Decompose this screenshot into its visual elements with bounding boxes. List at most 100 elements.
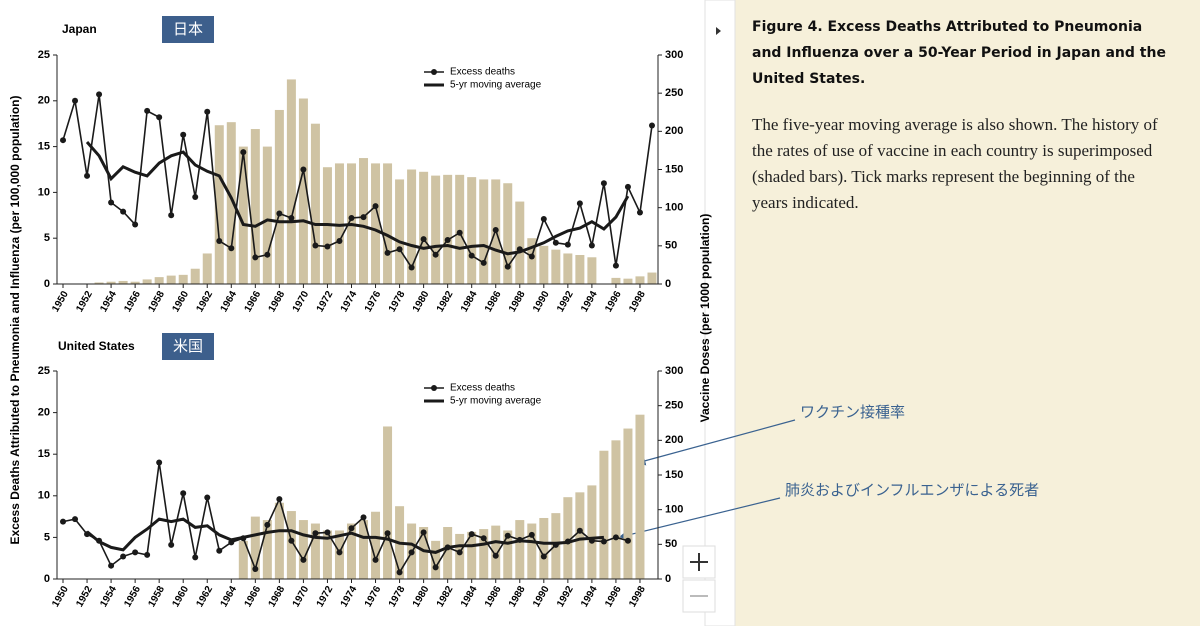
x-tick-label: 1966	[243, 584, 264, 609]
excess-deaths-point	[540, 553, 547, 560]
y-axis-label: Excess Deaths Attributed to Pneumonia an…	[8, 96, 22, 545]
excess-deaths-point	[180, 490, 187, 497]
excess-deaths-point	[60, 518, 67, 525]
vaccine-bar	[202, 253, 212, 284]
x-tick-label: 1996	[603, 289, 624, 314]
toggle-arrow	[716, 27, 721, 35]
y2-tick-label: 50	[665, 240, 677, 252]
x-tick-label: 1994	[579, 584, 600, 609]
vaccine-bar	[587, 257, 597, 284]
y2-tick-label: 0	[665, 278, 671, 290]
vaccine-bar	[298, 98, 308, 284]
vaccine-bar	[166, 275, 176, 284]
y-tick-label: 5	[44, 232, 50, 244]
excess-deaths-point	[420, 529, 427, 536]
vaccine-bar	[503, 530, 513, 579]
excess-deaths-point	[216, 547, 223, 554]
excess-deaths-point	[276, 210, 283, 217]
vaccine-bar	[599, 450, 609, 579]
vaccine-bar	[178, 274, 188, 284]
vaccine-bar	[647, 272, 657, 284]
excess-deaths-point	[396, 246, 403, 253]
x-tick-label: 1980	[411, 584, 432, 609]
caption-body: The five-year moving average is also sho…	[752, 115, 1158, 212]
vaccine-bar	[154, 277, 164, 284]
vaccine-bar	[359, 520, 369, 579]
excess-deaths-point	[588, 242, 595, 249]
excess-deaths-point	[252, 566, 259, 573]
chart-title: United States	[58, 339, 135, 353]
x-tick-label: 1964	[219, 289, 240, 314]
excess-deaths-point	[600, 180, 607, 187]
x-tick-label: 1982	[435, 584, 456, 609]
x-tick-label: 1952	[74, 584, 95, 609]
vaccine-bar	[503, 183, 513, 284]
vaccine-bar	[142, 279, 152, 284]
excess-deaths-point	[456, 549, 463, 556]
excess-deaths-point	[336, 237, 343, 244]
vaccine-bar	[443, 527, 453, 579]
x-tick-label: 1988	[507, 584, 528, 609]
vaccine-bar	[635, 276, 645, 284]
vaccine-bar	[575, 492, 585, 579]
annotation-arrow	[618, 497, 781, 540]
excess-deaths-point	[528, 253, 535, 260]
vaccine-bar	[250, 516, 260, 579]
y2-tick-label: 200	[665, 125, 683, 137]
vaccine-bar	[262, 146, 272, 284]
vaccine-bar	[262, 520, 272, 579]
excess-deaths-point	[72, 97, 79, 104]
y2-tick-label: 100	[665, 504, 683, 516]
vaccine-bar	[407, 169, 417, 284]
y-tick-label: 0	[44, 573, 50, 585]
excess-deaths-point	[408, 549, 415, 556]
vaccine-bar	[94, 282, 104, 284]
y-tick-label: 20	[38, 95, 50, 107]
vaccine-bar	[359, 158, 369, 284]
x-tick-label: 1992	[555, 289, 576, 314]
excess-deaths-point	[576, 527, 583, 534]
x-tick-label: 1984	[459, 289, 480, 314]
excess-deaths-point	[216, 237, 223, 244]
vaccine-bar	[479, 179, 489, 284]
panel-toggle[interactable]	[704, 0, 736, 626]
excess-deaths-point	[432, 251, 439, 258]
x-tick-label: 1972	[315, 584, 336, 609]
legend-label: 5-yr moving average	[450, 80, 542, 91]
excess-deaths-point	[132, 221, 139, 228]
vaccine-bar	[575, 254, 585, 284]
excess-deaths-point	[192, 554, 199, 561]
vaccine-bar	[611, 277, 621, 284]
vaccine-bar	[431, 540, 441, 579]
vaccine-bar	[274, 109, 284, 285]
excess-deaths-point	[252, 254, 259, 261]
excess-deaths-line	[62, 94, 653, 270]
vaccine-bar	[383, 163, 393, 284]
vaccine-bar	[551, 249, 561, 284]
excess-deaths-point	[468, 531, 475, 538]
vaccine-bar	[334, 163, 344, 284]
x-tick-label: 1968	[267, 584, 288, 609]
y2-tick-label: 300	[665, 49, 683, 61]
excess-deaths-point	[264, 251, 271, 258]
vaccine-bar	[274, 502, 284, 579]
legend-marker	[431, 69, 437, 75]
vaccine-bar	[322, 530, 332, 579]
y2-tick-label: 150	[665, 469, 683, 481]
vaccine-bar	[431, 175, 441, 284]
x-tick-label: 1962	[194, 584, 215, 609]
vaccine-bar	[226, 122, 236, 284]
excess-deaths-point	[492, 226, 499, 233]
excess-deaths-point	[72, 516, 79, 523]
vaccine-bar	[238, 146, 248, 284]
y2-tick-label: 0	[665, 573, 671, 585]
x-tick-label: 1988	[507, 289, 528, 314]
excess-deaths-point	[384, 530, 391, 537]
vaccine-bar	[623, 428, 633, 579]
vaccine-bar	[539, 245, 549, 284]
excess-deaths-point	[132, 549, 139, 556]
excess-deaths-point	[552, 239, 559, 246]
x-tick-label: 1970	[291, 289, 312, 314]
excess-deaths-point	[360, 214, 367, 221]
moving-average-line	[85, 141, 630, 256]
